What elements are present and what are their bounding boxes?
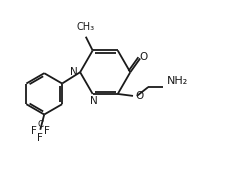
Text: N: N <box>70 67 78 77</box>
Text: O: O <box>139 53 148 62</box>
Text: O: O <box>135 91 143 101</box>
Text: N: N <box>90 96 97 106</box>
Text: C: C <box>37 120 43 129</box>
Text: CH₃: CH₃ <box>77 22 95 32</box>
Text: F: F <box>31 126 37 136</box>
Text: F: F <box>37 133 43 143</box>
Text: F: F <box>44 126 50 136</box>
Text: NH₂: NH₂ <box>166 76 188 86</box>
